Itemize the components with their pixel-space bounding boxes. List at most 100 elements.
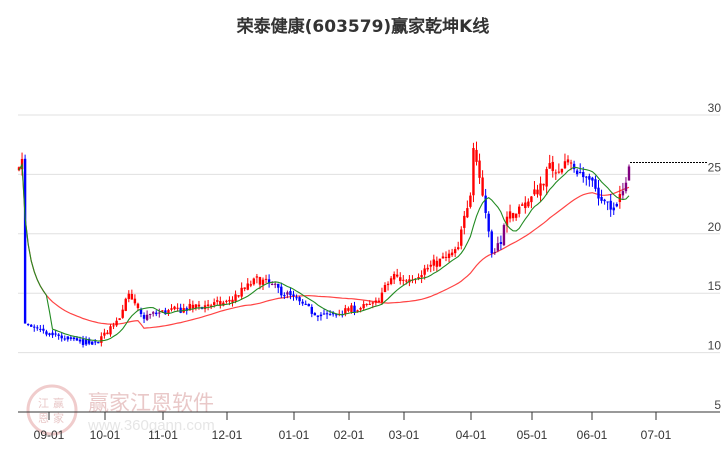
candle-body (521, 204, 524, 206)
y-tick-label: 15 (708, 279, 722, 293)
candle-body (368, 303, 371, 305)
candle-body (243, 287, 246, 289)
candle-body (45, 331, 48, 335)
candle-body (588, 176, 591, 180)
candle-body (139, 309, 143, 315)
candle-body (39, 328, 42, 330)
candle-body (548, 163, 551, 169)
candle-body (594, 179, 597, 189)
candle-body (301, 301, 304, 304)
candle-body (426, 267, 429, 270)
candle-body (87, 338, 91, 344)
candle-body (152, 312, 155, 314)
candle-body (267, 279, 271, 284)
candle-body (481, 177, 484, 196)
candle-body (463, 215, 466, 228)
candle-body (197, 304, 201, 307)
candle-body (441, 256, 445, 259)
candle-body (560, 168, 564, 173)
candle-body (396, 274, 399, 277)
candle-body (331, 313, 335, 315)
candle-body (597, 187, 600, 199)
candle-body (94, 341, 97, 343)
candle-body (475, 149, 478, 162)
candle-body (261, 279, 265, 285)
candle-body (26, 324, 30, 326)
candle-body (270, 284, 274, 286)
candle-body (545, 169, 548, 187)
ma-short-line (18, 162, 630, 342)
candle-body (176, 307, 179, 309)
candle-body (392, 274, 396, 280)
candle-body (75, 338, 79, 341)
candle-body (472, 148, 475, 196)
x-tick-label: 06-01 (577, 428, 608, 442)
candle-body (508, 211, 512, 219)
watermark-seal-char: 赢 (53, 396, 64, 410)
candle-body (292, 294, 295, 297)
candle-body (478, 160, 481, 178)
candle-body (91, 341, 94, 345)
candle-body (216, 300, 219, 302)
watermark-seal-char: 恩 (38, 412, 49, 425)
candle-body (30, 324, 33, 327)
candle-body (435, 260, 439, 267)
y-tick-label: 30 (708, 101, 722, 115)
candlesticks (17, 141, 631, 348)
candle-body (432, 259, 435, 266)
candle-body (304, 303, 307, 305)
candle-body (63, 338, 66, 340)
candle-body (106, 332, 109, 335)
candle-body (514, 213, 518, 218)
candle-body (466, 208, 469, 218)
candle-body (112, 325, 115, 327)
candle-body (100, 336, 103, 343)
candle-body (502, 225, 506, 246)
candle-body (167, 310, 170, 314)
candle-body (274, 283, 277, 285)
candle-body (380, 292, 384, 303)
x-tick-label: 10-01 (90, 428, 121, 442)
candle-body (353, 305, 356, 313)
watermark-seal-char: 江 (38, 397, 49, 410)
ma-path (18, 162, 630, 329)
candle-body (17, 167, 21, 171)
candle-body (219, 300, 222, 305)
candle-body (225, 300, 228, 302)
candle-body (429, 264, 432, 267)
candle-body (542, 183, 545, 186)
candle-body (627, 166, 631, 181)
candle-body (438, 258, 442, 267)
candle-body (316, 315, 320, 317)
candle-body (600, 196, 603, 201)
candle-body (240, 287, 243, 297)
candle-body (469, 195, 472, 207)
candle-body (490, 231, 493, 254)
candle-body (118, 318, 121, 320)
candle-body (511, 213, 515, 219)
candle-body (585, 176, 588, 178)
candle-body (344, 308, 347, 315)
candle-body (280, 286, 283, 296)
candle-body (286, 292, 289, 295)
candle-body (536, 189, 539, 195)
x-tick-label: 02-01 (334, 428, 365, 442)
candle-body (66, 336, 69, 340)
candle-body (518, 206, 521, 214)
candle-body (450, 252, 454, 256)
candle-body (447, 253, 451, 259)
y-tick-label: 10 (708, 339, 722, 353)
candle-body (460, 229, 463, 246)
ma-path (18, 162, 630, 342)
candle-body (591, 177, 594, 181)
candle-body (277, 283, 280, 288)
candle-body (142, 314, 146, 319)
candle-body (457, 247, 460, 250)
candle-body (362, 304, 365, 309)
y-tick-label: 25 (708, 160, 722, 174)
candle-body (33, 326, 36, 328)
candle-body (51, 332, 54, 336)
x-tick-label: 11-01 (148, 428, 178, 442)
candle-body (133, 298, 137, 304)
